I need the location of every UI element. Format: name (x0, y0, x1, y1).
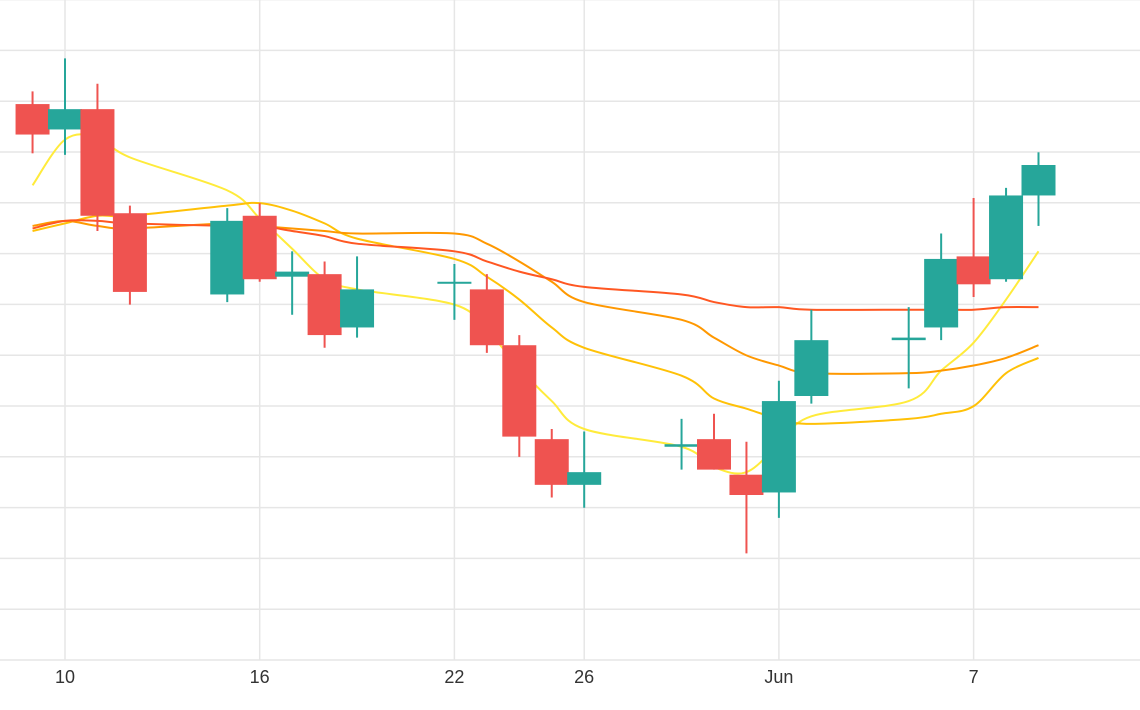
candle-body (761, 401, 796, 493)
candle-body (989, 195, 1024, 280)
candle-body (15, 104, 50, 135)
candle-down (469, 274, 504, 353)
x-axis-tick-labels: 10 16 22 26 Jun 7 (55, 667, 979, 687)
candle-up (924, 233, 959, 341)
candle-body (697, 439, 731, 470)
candle-body (242, 215, 277, 280)
candle-up (340, 256, 375, 338)
candle-down (112, 205, 147, 305)
candle-up (989, 187, 1024, 282)
candle-up (761, 380, 796, 518)
candle-body (956, 256, 991, 285)
candle-up (794, 309, 829, 404)
candle-up (664, 418, 699, 470)
candle-body (340, 289, 375, 328)
candle-up (275, 251, 310, 315)
candle-body (437, 281, 472, 284)
candle-up (437, 264, 472, 320)
x-tick-label: 22 (444, 667, 464, 687)
candle-body (112, 213, 147, 292)
candle-up (210, 208, 245, 303)
candle-down (15, 91, 50, 154)
x-tick-label: Jun (764, 667, 793, 687)
candle-down (534, 429, 569, 498)
candle-down (697, 413, 731, 470)
candle-up (891, 307, 926, 389)
candle-body (469, 289, 504, 346)
candle-body (729, 474, 764, 495)
candle-up (48, 58, 82, 155)
candle-body (794, 340, 829, 396)
candle-body (502, 345, 537, 437)
candle-body (567, 472, 602, 485)
candle-body (534, 439, 569, 485)
gridlines (0, 0, 1140, 661)
moving-average-line (32, 201, 1039, 425)
x-tick-label: 10 (55, 667, 75, 687)
moving-average-line (32, 219, 1039, 311)
candle-up (1021, 152, 1056, 226)
x-tick-label: 7 (969, 667, 979, 687)
candle-down (80, 83, 115, 231)
candle-body (924, 258, 959, 328)
candle-body (210, 220, 245, 295)
candle-down (242, 203, 277, 282)
x-tick-label: 26 (574, 667, 594, 687)
candle-body (891, 337, 926, 341)
candle-down (502, 335, 537, 457)
candle-body (48, 109, 82, 130)
candle-body (80, 109, 115, 216)
candle-up (567, 431, 602, 508)
candle-down (307, 261, 342, 348)
candle-body (307, 274, 342, 336)
candle-body (1021, 165, 1056, 196)
candles (15, 58, 1056, 554)
x-tick-label: 16 (250, 667, 270, 687)
candle-down (729, 441, 764, 554)
candle-down (956, 198, 991, 297)
candle-body (664, 444, 699, 447)
candle-body (275, 271, 310, 277)
